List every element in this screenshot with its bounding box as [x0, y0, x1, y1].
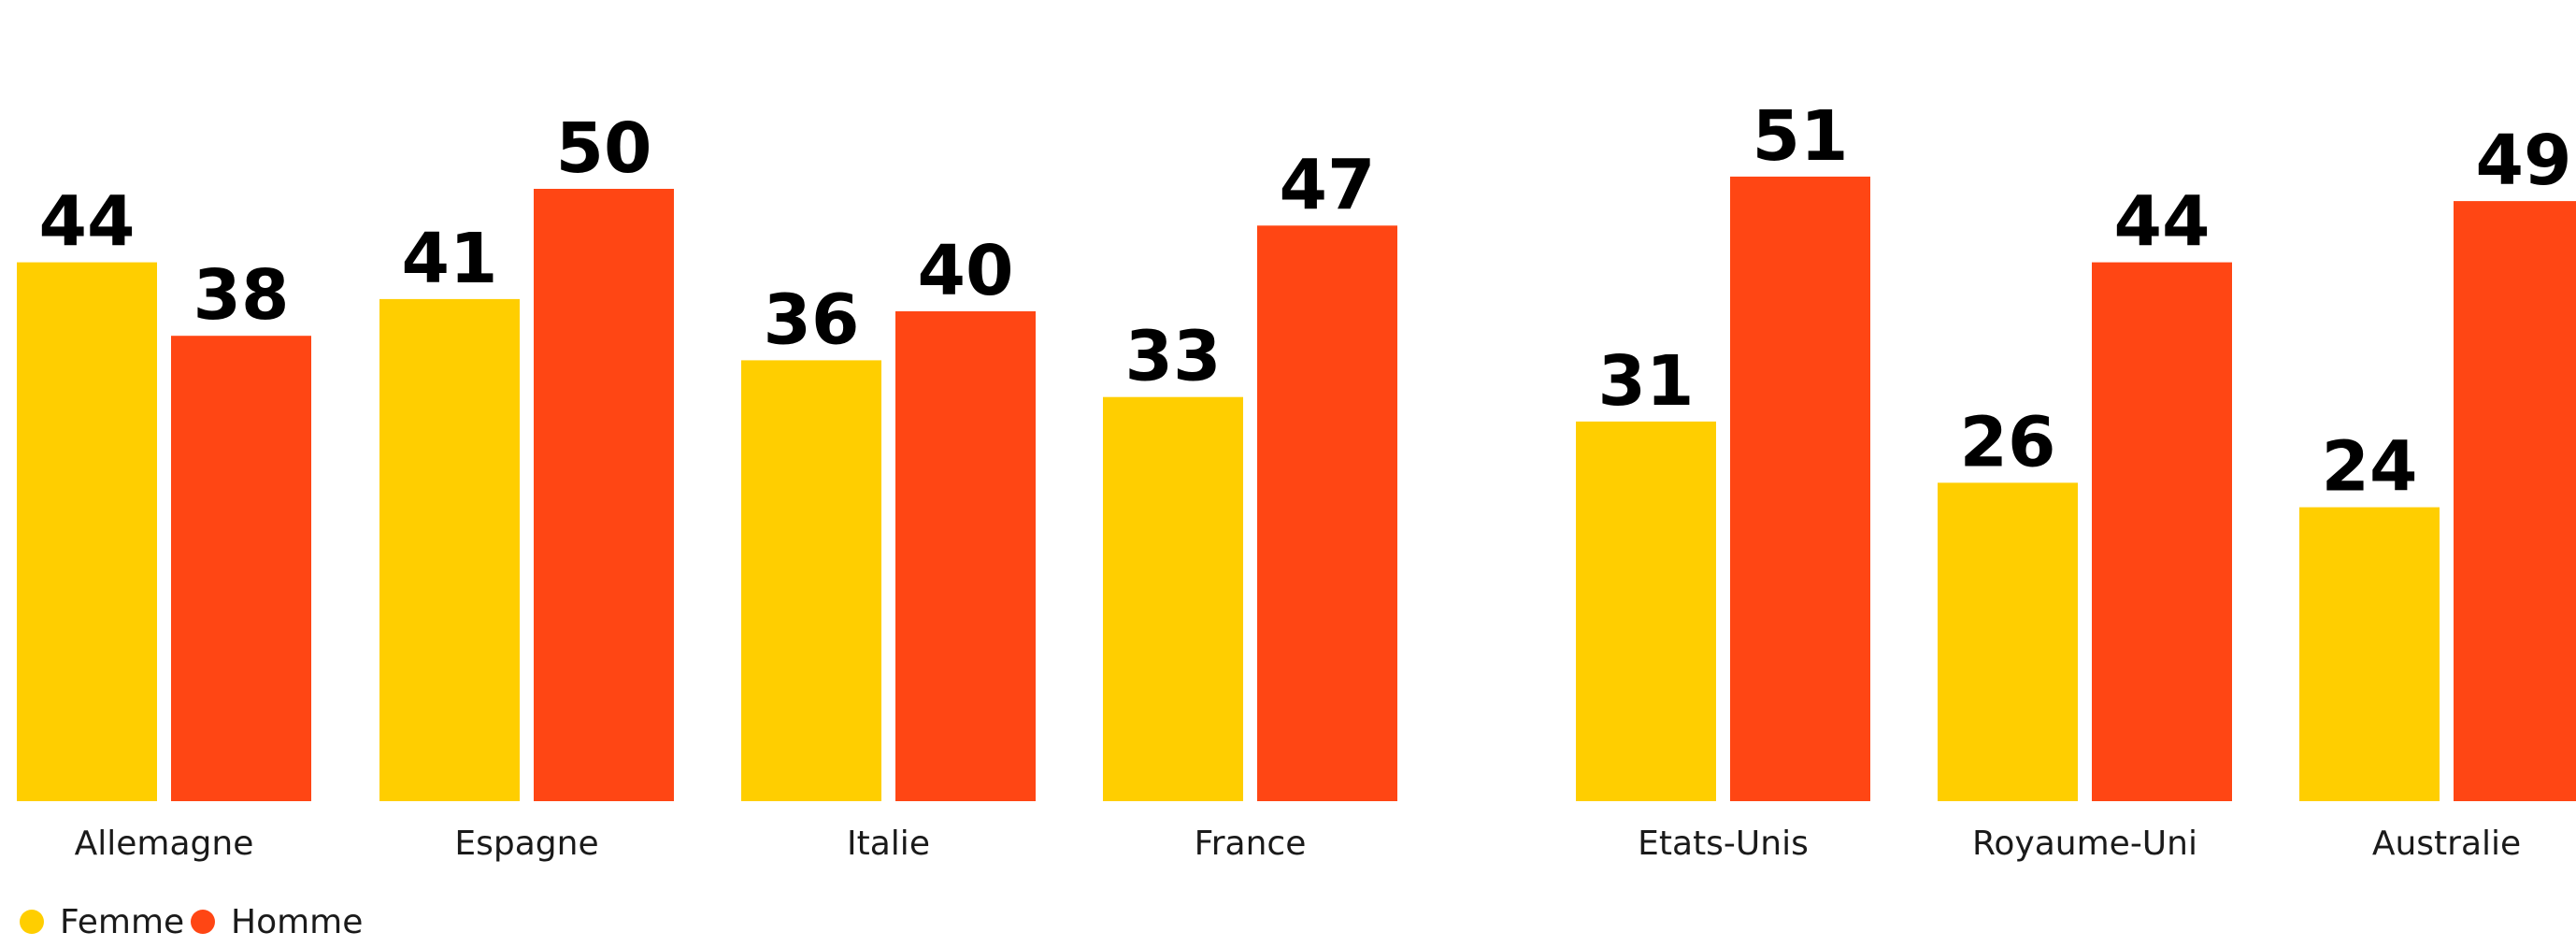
bar-australie-femme — [2299, 507, 2440, 801]
category-label-royaume-uni: Royaume-Uni — [1972, 825, 2197, 863]
bar-france-homme — [1257, 225, 1397, 802]
category-label-etats-unis: Etats-Unis — [1638, 825, 1809, 863]
bar-royaume-uni-homme — [2092, 262, 2232, 802]
value-label-italie-homme: 40 — [918, 231, 1014, 311]
category-label-australie: Australie — [2372, 825, 2521, 863]
bar-australie-homme — [2454, 201, 2576, 802]
category-label-france: France — [1195, 825, 1307, 863]
legend: Femme Homme — [20, 903, 363, 941]
legend-swatch-femme — [20, 910, 44, 934]
bar-etats-unis-homme — [1730, 176, 1870, 801]
category-label-espagne: Espagne — [454, 825, 598, 863]
bar-royaume-uni-femme — [1938, 482, 2078, 801]
bar-italie-femme — [741, 360, 881, 801]
value-label-espagne-homme: 50 — [556, 108, 652, 189]
value-labels-layer: 44 38 41 50 36 40 33 47 31 51 26 44 24 49 — [39, 96, 2572, 508]
bar-etats-unis-femme — [1576, 421, 1716, 801]
legend-swatch-homme — [191, 910, 215, 934]
value-label-australie-femme: 24 — [2322, 427, 2418, 508]
bar-allemagne-femme — [17, 262, 157, 802]
legend-label-homme: Homme — [231, 903, 363, 941]
category-label-allemagne: Allemagne — [75, 825, 254, 863]
value-label-france-femme: 33 — [1125, 317, 1222, 397]
value-label-espagne-femme: 41 — [402, 219, 498, 299]
category-labels-layer: Allemagne Espagne Italie France Etats-Unis Ro… — [75, 825, 2522, 863]
category-label-italie: Italie — [847, 825, 930, 863]
bar-espagne-homme — [534, 189, 674, 801]
legend-label-femme: Femme — [60, 903, 184, 941]
value-label-italie-femme: 36 — [764, 280, 860, 360]
value-label-allemagne-femme: 44 — [39, 182, 136, 263]
bar-espagne-femme — [379, 298, 520, 801]
bar-france-femme — [1103, 396, 1243, 801]
value-label-allemagne-homme: 38 — [193, 255, 290, 336]
value-label-royaume-uni-homme: 44 — [2114, 182, 2211, 263]
value-label-etats-unis-femme: 31 — [1598, 341, 1695, 422]
bar-italie-homme — [895, 311, 1036, 801]
bar-allemagne-homme — [171, 336, 311, 801]
value-label-france-homme: 47 — [1280, 145, 1376, 225]
value-label-royaume-uni-femme: 26 — [1960, 402, 2056, 482]
value-label-australie-homme: 49 — [2476, 121, 2572, 201]
value-label-etats-unis-homme: 51 — [1753, 96, 1849, 177]
bars-layer — [17, 176, 2576, 802]
